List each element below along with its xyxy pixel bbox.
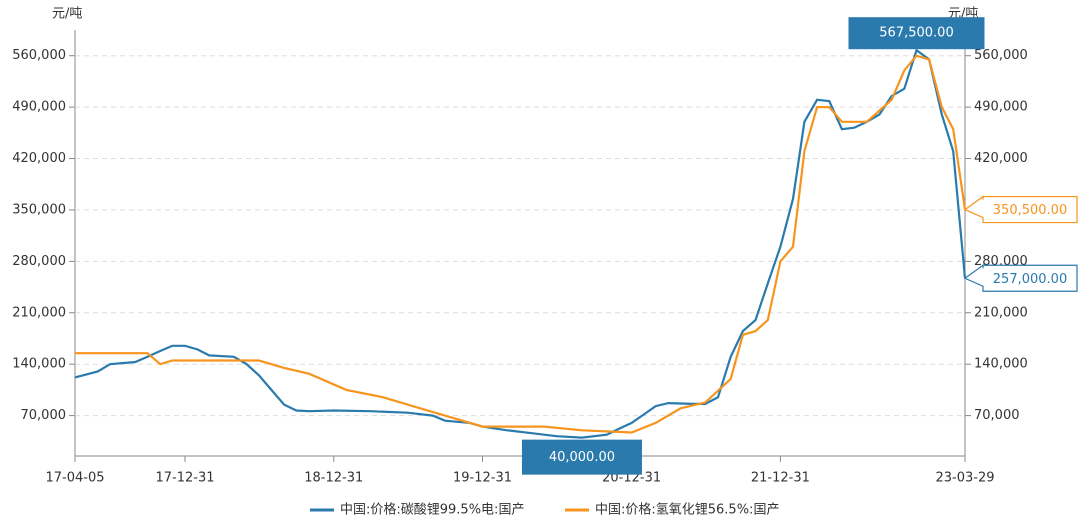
callout: 350,500.00	[963, 195, 1078, 224]
callout: 40,000.00	[521, 439, 642, 475]
y-tick-label: 140,000	[12, 357, 66, 372]
callout-label: 257,000.00	[993, 272, 1067, 287]
y2-tick-label: 560,000	[974, 48, 1028, 63]
y-axis-label: 元/吨	[52, 7, 82, 22]
series-line	[74, 48, 967, 439]
x-tick-label: 18-12-31	[304, 471, 363, 486]
series-line	[75, 54, 967, 434]
y-tick-label: 70,000	[21, 408, 67, 423]
y-tick-label: 420,000	[12, 151, 66, 166]
y-tick-label: 280,000	[12, 254, 66, 269]
y2-tick-label: 210,000	[974, 305, 1028, 320]
y2-tick-label: 140,000	[974, 357, 1028, 372]
legend-label: 中国:价格:碳酸锂99.5%电:国产	[340, 502, 524, 518]
legend-label: 中国:价格:氢氧化锂56.5%:国产	[595, 502, 779, 518]
callout-label: 350,500.00	[993, 203, 1067, 218]
x-tick-label: 17-12-31	[156, 471, 215, 486]
callout-box	[848, 17, 985, 50]
x-tick-label: 19-12-31	[453, 471, 512, 486]
callout-label: 567,500.00	[879, 26, 953, 41]
callout-box	[521, 439, 642, 475]
y2-tick-label: 420,000	[974, 151, 1028, 166]
callout: 257,000.00	[963, 264, 1078, 292]
y2-tick-label: 70,000	[974, 408, 1020, 423]
callout-label: 40,000.00	[549, 450, 615, 465]
y-tick-label: 560,000	[12, 48, 66, 63]
y-tick-label: 210,000	[12, 305, 66, 320]
y-tick-label: 350,000	[12, 202, 66, 217]
x-tick-label: 21-12-31	[751, 471, 810, 486]
callout-box	[963, 195, 1078, 224]
callout-box	[963, 264, 1078, 292]
y2-tick-label: 490,000	[974, 100, 1028, 115]
x-tick-label: 17-04-05	[45, 471, 104, 486]
y-tick-label: 490,000	[12, 100, 66, 115]
x-tick-label: 23-03-29	[935, 471, 994, 486]
callout: 567,500.00	[848, 17, 985, 50]
